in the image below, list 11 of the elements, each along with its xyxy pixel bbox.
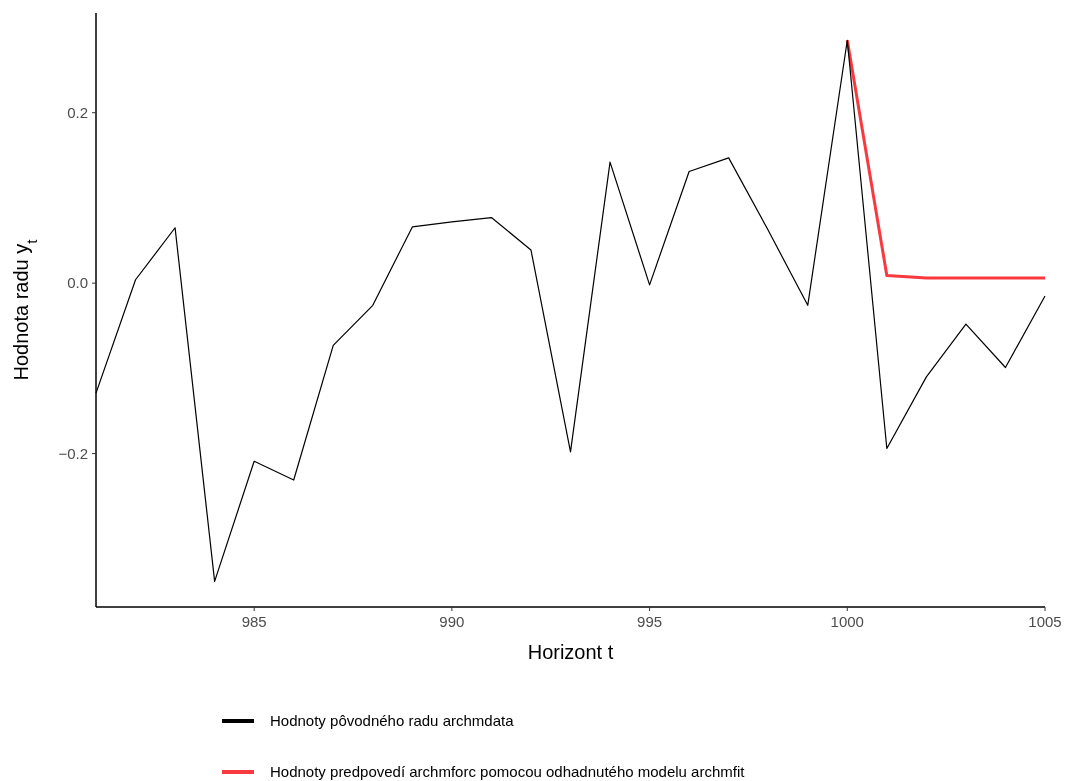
x-tick-label: 990	[439, 613, 465, 630]
y-tick-label: −0.2	[58, 444, 88, 462]
x-axis-title: Horizont t	[527, 641, 614, 663]
y-tick-label: 0.2	[67, 103, 88, 121]
x-tick-label: 985	[241, 613, 267, 630]
y-tick-label: 0.0	[67, 274, 88, 292]
x-tick-label: 1005	[1028, 613, 1062, 630]
x-tick-label: 1000	[830, 613, 864, 630]
x-tick-label: 995	[637, 613, 663, 630]
legend-label: Hodnoty predpovedí archmforc pomocou odhadnutého modelu archmfit	[270, 763, 746, 781]
legend-label: Hodnoty pôvodného radu archmdata	[270, 712, 515, 730]
